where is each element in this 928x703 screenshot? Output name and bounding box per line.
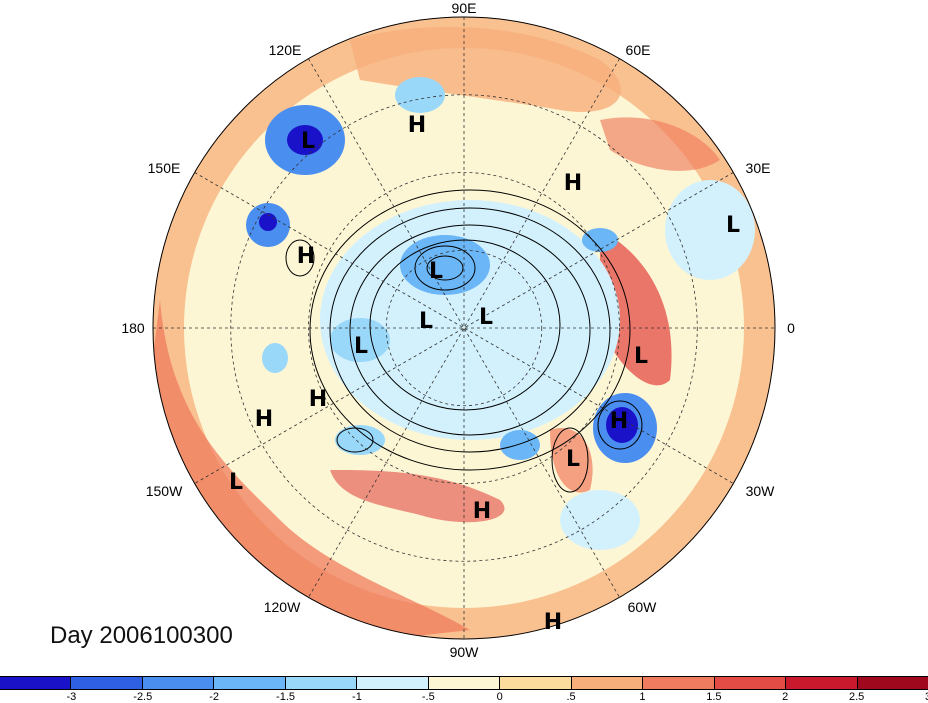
cool-anomaly-subtropical-atlantic bbox=[560, 490, 640, 550]
europe-warm-anomaly bbox=[600, 230, 672, 386]
colorbar-swatch bbox=[285, 677, 358, 689]
high-pressure-marker: H bbox=[564, 171, 582, 196]
lon-label-0: 0 bbox=[787, 320, 795, 336]
cold-core-atlantic bbox=[606, 407, 638, 443]
cool-anomaly-mideast bbox=[665, 180, 755, 280]
high-pressure-marker: H bbox=[255, 407, 273, 432]
lon-label-120w: 120W bbox=[263, 599, 301, 615]
lon-label-60e: 60E bbox=[625, 42, 651, 58]
colorbar-tick-label: -1.5 bbox=[276, 691, 296, 703]
colorbar-tick-label: 2 bbox=[782, 691, 789, 703]
low-pressure-marker: L bbox=[301, 129, 315, 154]
ural-warm-anomaly bbox=[600, 117, 720, 171]
north-america-warm-anomaly bbox=[330, 470, 505, 523]
lon-label-60w: 60W bbox=[627, 599, 657, 615]
latitude-circle bbox=[385, 249, 543, 407]
pacific-warm-anomaly bbox=[153, 300, 470, 639]
colorbar-swatch bbox=[857, 677, 928, 689]
lon-label-90e: 90E bbox=[451, 0, 477, 16]
lon-label-120e: 120E bbox=[268, 42, 302, 58]
low-pressure-marker: L bbox=[479, 305, 493, 330]
date-label: Day 2006100300 bbox=[50, 622, 233, 649]
colorbar-swatch bbox=[500, 677, 572, 689]
lon-label-90w: 90W bbox=[449, 644, 479, 660]
low-pressure-marker: L bbox=[726, 213, 740, 238]
cold-core-mongolia bbox=[287, 125, 323, 155]
colorbar-tick-label: -3 bbox=[66, 691, 77, 703]
meridian-line bbox=[194, 172, 734, 484]
colorbar-swatch bbox=[571, 677, 644, 689]
low-pressure-marker: L bbox=[419, 309, 433, 334]
low-pressure-marker: L bbox=[566, 447, 580, 472]
cold-anomaly-scandinavia bbox=[582, 228, 618, 252]
high-pressure-marker: H bbox=[544, 610, 562, 635]
meridian-line bbox=[194, 172, 734, 484]
arctic-cool-region bbox=[320, 200, 620, 440]
colorbar-tick-label: 0 bbox=[496, 691, 503, 703]
colorbar-tick-label: .5 bbox=[566, 691, 576, 703]
colorbar-tick-label: -1 bbox=[352, 691, 362, 703]
colorbar-swatch bbox=[142, 677, 215, 689]
high-pressure-marker: H bbox=[309, 387, 327, 412]
colorbar-swatch bbox=[714, 677, 787, 689]
colorbar-swatch bbox=[0, 677, 72, 689]
low-pressure-marker: L bbox=[429, 259, 443, 284]
cold-anomaly-india bbox=[395, 77, 445, 113]
high-pressure-marker: H bbox=[610, 409, 628, 434]
colorbar-swatch bbox=[786, 677, 858, 689]
colorbar-tick-label: 1.5 bbox=[706, 691, 722, 703]
meridian-line bbox=[308, 58, 620, 598]
meridian-line bbox=[308, 58, 620, 598]
colorbar bbox=[0, 676, 928, 690]
colorbar-tick-label: 1 bbox=[639, 691, 646, 703]
cold-anomaly-pacific bbox=[262, 343, 288, 373]
colorbar-swatch bbox=[428, 677, 501, 689]
colorbar-swatch bbox=[643, 677, 715, 689]
colorbar-tick-label: -2 bbox=[209, 691, 220, 703]
geopotential-contours bbox=[285, 189, 643, 493]
colorbar-tick-label: 3 bbox=[925, 691, 928, 703]
latitude-circle bbox=[230, 94, 698, 562]
low-pressure-marker: L bbox=[229, 470, 243, 495]
siberia-warm-anomaly bbox=[350, 26, 621, 112]
colorbar-tick-label: -2.5 bbox=[133, 691, 153, 703]
latitude-circle bbox=[308, 172, 620, 484]
cold-anomaly-alaska bbox=[335, 425, 385, 455]
atlantic-warm-anomaly bbox=[550, 428, 593, 493]
colorbar-tick-label: 2.5 bbox=[848, 691, 865, 703]
map-boundary bbox=[152, 16, 776, 640]
high-pressure-marker: H bbox=[408, 113, 426, 138]
cold-anomaly-kara bbox=[400, 235, 490, 295]
low-pressure-marker: L bbox=[634, 344, 648, 369]
colorbar-swatch bbox=[214, 677, 286, 689]
colorbar-swatch bbox=[71, 677, 143, 689]
lon-label-30e: 30E bbox=[745, 160, 771, 176]
lon-label-150w: 150W bbox=[145, 483, 183, 499]
lon-label-150e: 150E bbox=[147, 160, 181, 176]
cold-core-japan bbox=[259, 213, 277, 231]
low-pressure-marker: L bbox=[354, 334, 368, 359]
cold-anomaly-newfoundland bbox=[500, 430, 540, 460]
high-pressure-marker: H bbox=[297, 244, 315, 269]
graticule-lines bbox=[153, 17, 775, 639]
colorbar-swatch bbox=[357, 677, 429, 689]
colorbar-tick-label: -.5 bbox=[421, 691, 435, 703]
lon-label-180: 180 bbox=[121, 320, 145, 336]
high-pressure-marker: H bbox=[473, 499, 491, 524]
lon-label-30w: 30W bbox=[745, 483, 775, 499]
